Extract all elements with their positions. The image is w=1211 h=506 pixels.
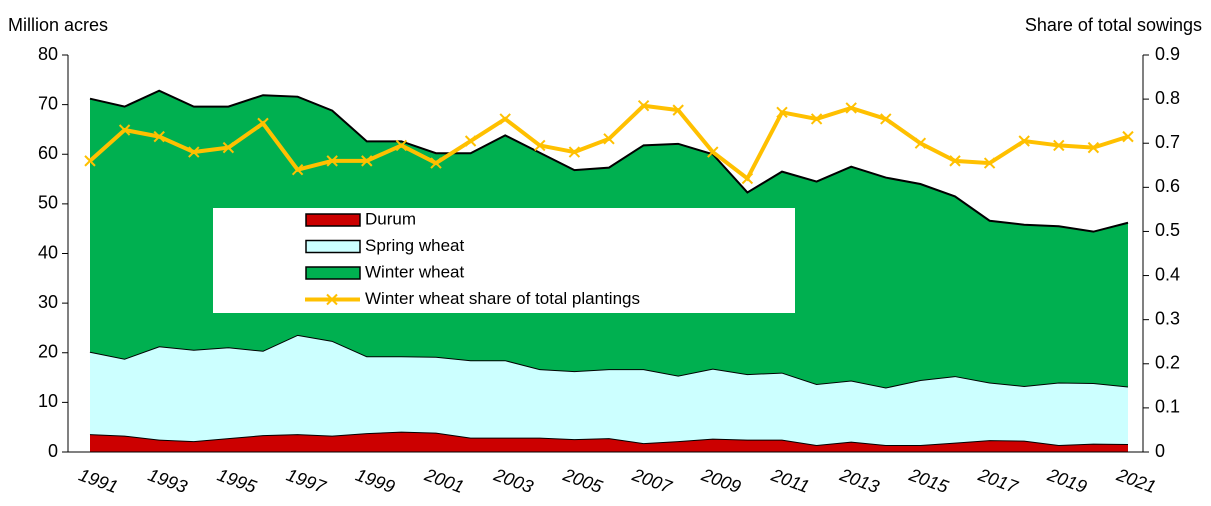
marker (637, 100, 650, 112)
marker (464, 135, 477, 147)
marker (188, 146, 200, 158)
y2-tick-label: 0.4 (1155, 264, 1180, 284)
marker (672, 104, 684, 116)
marker (741, 172, 754, 185)
legend-swatch (305, 239, 361, 254)
marker (1122, 130, 1134, 143)
legend: Durum Spring wheat Winter wheat Winter whea… (213, 208, 795, 313)
marker (499, 113, 511, 125)
y-tick-label: 80 (38, 44, 58, 64)
y2-tick-label: 0.3 (1155, 308, 1180, 328)
x-tick-label: 1999 (353, 465, 397, 497)
x-tick-label: 1995 (215, 465, 260, 498)
x-tick-label: 1993 (145, 465, 189, 497)
x-tick-label: 2001 (421, 464, 466, 497)
marker (983, 157, 996, 169)
marker (707, 146, 719, 158)
y-tick-label: 0 (48, 441, 58, 461)
x-tick-label: 2015 (906, 464, 952, 497)
marker (534, 139, 546, 152)
marker (914, 137, 927, 149)
marker (153, 130, 165, 143)
marker (810, 113, 823, 125)
y-tick-label: 50 (38, 193, 58, 213)
x-tick-label: 2011 (768, 464, 812, 496)
marker (949, 155, 961, 167)
marker (84, 155, 96, 167)
marker (395, 139, 408, 152)
legend-label: Spring wheat (365, 236, 465, 255)
marker (361, 155, 373, 167)
y2-tick-label: 0.1 (1155, 397, 1180, 417)
marker (1087, 141, 1100, 154)
marker (880, 113, 892, 125)
marker (257, 117, 269, 130)
y2-tick-label: 0 (1155, 441, 1165, 461)
marker (430, 157, 442, 169)
x-tick-label: 2005 (560, 464, 606, 497)
y2-tick-label: 0.8 (1155, 88, 1180, 108)
legend-label: Winter wheat (365, 262, 464, 281)
x-tick-label: 2007 (629, 464, 675, 497)
y-axis-title: Million acres (8, 15, 108, 35)
x-tick-label: 2013 (836, 464, 881, 497)
area-edge (89, 89, 1129, 233)
x-tick-label: 2009 (698, 464, 743, 497)
y-tick-label: 10 (38, 391, 58, 411)
marker (776, 106, 788, 119)
marker (326, 155, 338, 167)
marker (1053, 139, 1065, 152)
legend-swatch (305, 266, 361, 280)
y-tick-label: 40 (38, 242, 58, 262)
marker (845, 102, 857, 114)
x-tick-label: 2017 (975, 464, 1021, 497)
x-tick-label: 2003 (490, 464, 535, 497)
marker (291, 163, 304, 176)
marker (222, 141, 235, 154)
y2-tick-label: 0.6 (1155, 176, 1180, 196)
x-tick-label: 1997 (284, 465, 329, 498)
y-tick-label: 30 (38, 292, 58, 312)
y-tick-label: 60 (38, 143, 58, 163)
area (90, 431, 1128, 452)
x-tick-label: 2021 (1113, 464, 1158, 497)
y-tick-label: 70 (38, 93, 58, 113)
area (90, 334, 1128, 446)
marker (1018, 135, 1030, 147)
marker (603, 133, 615, 145)
legend-label: Winter wheat share of total plantings (365, 289, 640, 308)
y2-tick-label: 0.5 (1155, 220, 1180, 240)
y2-axis-title: Share of total sowings (1025, 15, 1202, 35)
legend-swatch (305, 213, 361, 227)
x-tick-label: 2019 (1044, 464, 1089, 497)
marker (568, 146, 581, 158)
y2-tick-label: 0.7 (1155, 132, 1180, 152)
y2-tick-label: 0.2 (1155, 353, 1180, 373)
legend-label: Durum (365, 209, 416, 228)
y2-tick-label: 0.9 (1155, 44, 1180, 64)
marker (118, 124, 131, 136)
legend-swatch (326, 293, 338, 306)
x-tick-label: 1991 (76, 465, 120, 497)
y-tick-label: 20 (38, 342, 58, 362)
